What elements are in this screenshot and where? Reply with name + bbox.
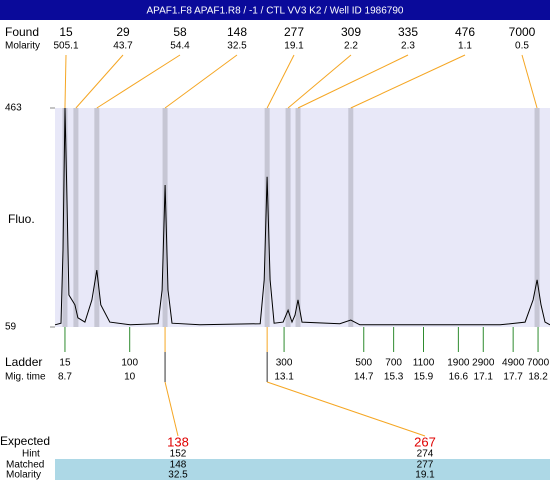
found-molarity: 1.1 [458,41,472,52]
peak-leader [96,54,181,109]
peak-leader [521,54,538,109]
found-size: 7000 [509,25,536,39]
ladder-size: 300 [276,358,293,369]
found-size: 58 [173,25,187,39]
plot-area [55,108,550,327]
peak-band [534,108,540,327]
matched-band [55,459,550,480]
ladder-time: 15.3 [384,372,404,383]
peak-leader [164,54,238,109]
hint-size: 152 [170,449,187,460]
peak-band [162,108,168,327]
ladder-size: 100 [121,358,138,369]
trace [54,107,550,326]
found-molarity: 54.4 [170,41,190,52]
ladder-size: 1900 [447,358,470,369]
title-bar [0,0,550,20]
ladder-time: 17.7 [503,372,523,383]
ladder-time: 13.1 [274,372,294,383]
found-size: 29 [116,25,130,39]
found-size: 148 [227,25,247,39]
peak-leader [287,54,352,109]
ladder-size: 500 [355,358,372,369]
matched-molarity: 19.1 [415,470,435,480]
peak-leader [266,54,295,109]
peak-band [295,108,301,327]
found-molarity: 2.2 [344,41,358,52]
ladder-size: 15 [59,358,71,369]
peak-band [285,108,291,327]
found-molarity: 19.1 [284,41,304,52]
peak-band [94,108,100,327]
ladder-size: 7000 [527,358,550,369]
ladder-size: 4900 [502,358,525,369]
expected-leader [266,381,426,437]
peak-band [348,108,354,327]
found-molarity: 0.5 [515,41,529,52]
hint-label: Hint [22,449,40,460]
peak-leader [64,54,67,109]
ladder-time: 15.9 [414,372,434,383]
ladder-time: 10 [124,372,136,383]
hint-size: 274 [417,449,434,460]
ladder-time: 16.6 [449,372,469,383]
ladder-time: 8.7 [58,372,72,383]
expected-leader [164,381,179,437]
ladder-time: 14.7 [354,372,374,383]
ladder-size: 2900 [472,358,495,369]
title: APAF1.F8 APAF1.R8 / -1 / CTL VV3 K2 / We… [147,6,404,17]
peak-band [73,108,79,327]
peak-leader [75,54,124,109]
found-label: Found [5,25,39,39]
found-molarity: 505.1 [53,41,78,52]
found-molarity: 2.3 [401,41,415,52]
ladder-size: 700 [385,358,402,369]
ladder-size: 1100 [413,358,435,369]
peak-leader [297,54,409,109]
peak-band [62,108,68,327]
mig-time-label: Mig. time [5,372,46,383]
expected-size: 138 [167,434,189,449]
found-size: 15 [59,25,73,39]
found-size: 277 [284,25,304,39]
ladder-label: Ladder [5,355,42,369]
found-size: 335 [398,25,418,39]
matched-size: 277 [417,460,434,471]
found-molarity: 43.7 [113,41,133,52]
peak-band [264,108,270,327]
peak-leader [350,54,466,109]
found-size: 309 [341,25,361,39]
ladder-time: 17.1 [474,372,494,383]
matched-size: 148 [170,460,187,471]
found-molarity: 32.5 [227,41,247,52]
found-size: 476 [455,25,475,39]
y-tick-label: 59 [5,322,17,333]
molarity-label: Molarity [6,470,41,480]
molarity-label: Molarity [5,41,40,52]
matched-label: Matched [6,460,44,471]
matched-molarity: 32.5 [168,470,188,480]
expected-size: 267 [414,434,436,449]
expected-label: Expected [0,434,50,448]
y-tick-label: 463 [5,103,22,114]
ladder-time: 18.2 [528,372,548,383]
y-label: Fluo. [8,212,35,226]
